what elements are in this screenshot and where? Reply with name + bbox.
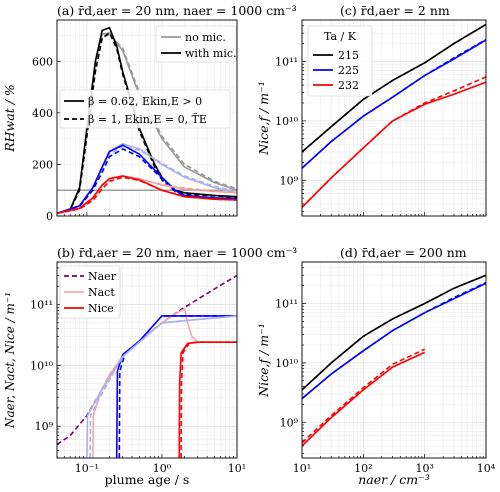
- series-line-7: [89, 315, 237, 458]
- y-tick-label: 10¹¹: [30, 299, 53, 312]
- legend-label-1: Nact: [88, 286, 115, 299]
- series-group: [302, 23, 486, 208]
- series-line-11: [57, 176, 237, 215]
- y-tick-label: 10⁹: [280, 174, 299, 187]
- legend-label-0: Naer: [88, 270, 117, 283]
- legend-label-0: 215: [338, 49, 359, 62]
- x-tick-label: 10⁰: [153, 462, 172, 475]
- legend-box: [307, 25, 373, 97]
- legend-label-1: 225: [338, 64, 359, 77]
- panel-d-ice-200nm: 10¹ 10² 10³ 10⁴ 10⁹ 10¹⁰ 10¹¹: [275, 261, 496, 475]
- series-line-3: [302, 281, 486, 400]
- legend-label-no-mic: no mic.: [185, 31, 226, 44]
- series-line-3: [302, 38, 486, 169]
- y-tick-label: 200: [32, 158, 53, 171]
- series-line-1: [302, 23, 486, 153]
- panel-a-rh: 0 200 400 600 no mic. with mic. β = 0.62, Ekin…: [32, 19, 238, 223]
- panel-a-title: (a) r̄d,aer = 20 nm, naer = 1000 cm⁻³: [57, 3, 297, 18]
- y-tick-label: 10¹¹: [275, 56, 298, 69]
- legend-label-model-2: β = 1, Ekin,E = 0, T̃E: [88, 113, 207, 126]
- panel-b-title: (b) r̄d,aer = 20 nm, naer = 1000 cm⁻³: [57, 245, 297, 260]
- plot-frame: [56, 19, 238, 217]
- panel-d-ylabel: Nice,f / m⁻¹: [256, 323, 271, 398]
- series-group: [302, 274, 486, 447]
- panel-b-counts: 10⁻¹ 10⁰ 10¹ 10⁹ 10¹⁰ 10¹¹ Naer Nact Nice: [30, 261, 246, 475]
- series-line-5: [302, 76, 486, 208]
- x-tick-label: 10²: [354, 462, 372, 475]
- y-tick-label: 10¹⁰: [30, 359, 53, 372]
- series-line-0: [57, 274, 237, 446]
- y-tick-label: 10¹⁰: [275, 115, 298, 128]
- legend-title: Ta / K: [324, 30, 357, 43]
- series-group: [57, 26, 237, 215]
- plot-background: [302, 262, 486, 458]
- series-line-4: [302, 351, 426, 447]
- legend-label-2: Nice: [88, 302, 114, 315]
- legend-label-model-1: β = 0.62, Ekin,E > 0: [88, 95, 202, 108]
- plot-frame: [301, 261, 487, 459]
- plot-frame: [56, 261, 238, 459]
- legend-models: β = 0.62, Ekin,E > 0 β = 1, Ekin,E = 0, T…: [59, 89, 231, 129]
- legend-label-2: 232: [338, 79, 359, 92]
- panel-c-title: (c) r̄d,aer = 2 nm: [340, 3, 450, 18]
- panel-c-ylabel: Nice,f / m⁻¹: [256, 81, 271, 156]
- legend-label-with-mic: with mic.: [185, 47, 237, 60]
- y-tick-label: 0: [46, 210, 53, 223]
- legend-box: [59, 89, 231, 129]
- series-line-5: [302, 348, 426, 444]
- y-tick-label: 10¹¹: [275, 298, 298, 311]
- panel-b-ylabel: Naer, Nact, Nice / m⁻¹: [3, 292, 17, 429]
- x-tick-label: 10¹: [293, 462, 311, 475]
- series-group: [57, 274, 237, 458]
- y-tick-label: 10⁹: [35, 420, 54, 433]
- y-tick-label: 10⁹: [280, 416, 299, 429]
- x-tick-label: 10⁴: [477, 462, 496, 475]
- series-line-1: [302, 274, 486, 391]
- x-tick-label: 10⁻¹: [75, 462, 99, 475]
- panel-a-ylabel: RHwat / %: [2, 84, 17, 153]
- panel-c-ice-2nm: 10⁹ 10¹⁰ 10¹¹ Ta / K 215 225 232: [275, 19, 487, 217]
- y-tick-label: 10¹⁰: [275, 357, 298, 370]
- series-line-5: [180, 341, 237, 458]
- legend-styles: no mic. with mic.: [155, 25, 237, 63]
- legend-counts: Naer Nact Nice: [59, 265, 121, 319]
- panel-b-xlabel: plume age / s: [105, 472, 190, 487]
- x-tick-label: 10¹: [228, 462, 246, 475]
- legend-temperature: Ta / K 215 225 232: [307, 25, 373, 97]
- y-tick-label: 400: [32, 107, 53, 120]
- legend-box: [59, 265, 121, 319]
- x-tick-label: 10³: [415, 462, 433, 475]
- panel-d-title: (d) r̄d,aer = 200 nm: [340, 245, 467, 260]
- panel-d-xlabel: naer / cm⁻³: [358, 472, 430, 487]
- series-line-5: [57, 145, 237, 215]
- y-tick-label: 600: [32, 55, 53, 68]
- series-line-6: [86, 315, 237, 458]
- plot-frame: [301, 19, 487, 217]
